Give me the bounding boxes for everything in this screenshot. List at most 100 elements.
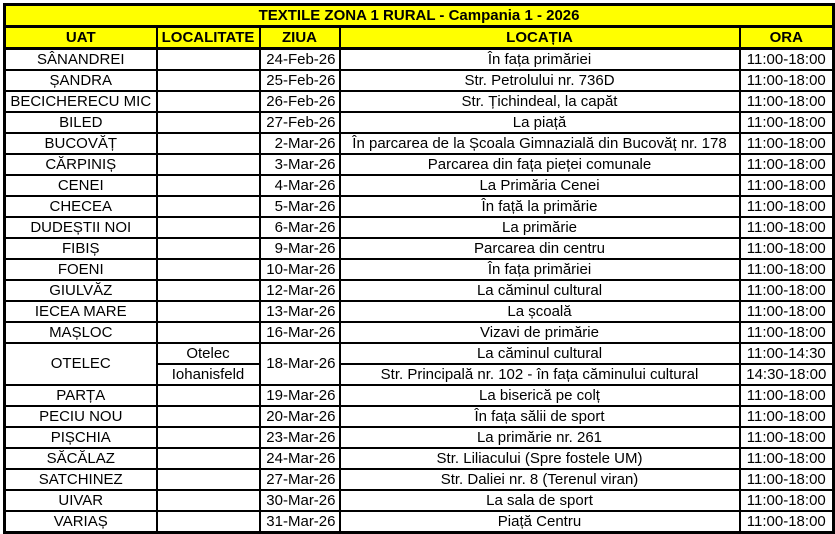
- table-row: SATCHINEZ 27-Mar-26 Str. Daliei nr. 8 (Ter…: [3, 468, 835, 491]
- cell-ziua: 23-Mar-26: [258, 426, 341, 449]
- table-row: DUDEȘTII NOI 6-Mar-26 La primărie 11:00-18:…: [3, 216, 835, 239]
- cell-uat: CHECEA: [3, 195, 158, 218]
- table-row: UIVAR 30-Mar-26 La sala de sport 11:00-18:0…: [3, 489, 835, 512]
- cell-ziua: 19-Mar-26: [258, 384, 341, 407]
- cell-ziua: 13-Mar-26: [258, 300, 341, 323]
- cell-locatia: În parcarea de la Școala Gimnazială din …: [338, 132, 741, 155]
- cell-locatia: Str. Țichindeal, la capăt: [338, 90, 741, 113]
- table-row: BUCOVĂȚ 2-Mar-26 În parcarea de la Școala …: [3, 132, 835, 155]
- cell-locatia: La piață: [338, 111, 741, 134]
- table-row: FIBIȘ 9-Mar-26 Parcarea din centru 11:00-18…: [3, 237, 835, 260]
- cell-localitate: [155, 47, 261, 71]
- cell-uat: SÂNANDREI: [3, 47, 158, 71]
- cell-ora: 11:00-18:00: [738, 279, 835, 302]
- cell-localitate: [155, 153, 261, 176]
- cell-locatia: În față la primărie: [338, 195, 741, 218]
- cell-ora: 11:00-18:00: [738, 132, 835, 155]
- cell-ora: 11:00-18:00: [738, 258, 835, 281]
- page: TEXTILE ZONA 1 RURAL - Campania 1 - 2026…: [3, 3, 835, 534]
- cell-uat: ȘANDRA: [3, 69, 158, 92]
- cell-localitate: [155, 237, 261, 260]
- cell-locatia: La căminul cultural: [338, 342, 741, 365]
- cell-locatia: La sala de sport: [338, 489, 741, 512]
- cell-uat: IECEA MARE: [3, 300, 158, 323]
- table-row: BECICHERECU MIC 26-Feb-26 Str. Țichindeal,…: [3, 90, 835, 113]
- cell-uat: DUDEȘTII NOI: [3, 216, 158, 239]
- cell-localitate: [155, 510, 261, 534]
- cell-localitate: [155, 258, 261, 281]
- cell-uat: BUCOVĂȚ: [3, 132, 158, 155]
- cell-ora: 11:00-18:00: [738, 426, 835, 449]
- cell-locatia: La școală: [338, 300, 741, 323]
- cell-locatia: În fața primăriei: [338, 47, 741, 71]
- cell-localitate: [155, 300, 261, 323]
- cell-ziua: 24-Feb-26: [258, 47, 341, 71]
- table-row: SÂNANDREI 24-Feb-26 În fața primăriei 11:00…: [3, 47, 835, 71]
- cell-locatia: Str. Petrolului nr. 736D: [338, 69, 741, 92]
- cell-uat: MAȘLOC: [3, 321, 158, 344]
- column-header-locatia: LOCAȚIA: [338, 25, 741, 50]
- cell-ziua: 24-Mar-26: [258, 447, 341, 470]
- cell-ziua: 31-Mar-26: [258, 510, 341, 534]
- table-row: FOENI 10-Mar-26 În fața primăriei 11:00-18:…: [3, 258, 835, 281]
- table-row: ȘANDRA 25-Feb-26 Str. Petrolului nr. 736D 1…: [3, 69, 835, 92]
- cell-uat: FIBIȘ: [3, 237, 158, 260]
- cell-localitate: Otelec: [155, 342, 261, 365]
- cell-uat: SĂCĂLAZ: [3, 447, 158, 470]
- cell-ziua: 12-Mar-26: [258, 279, 341, 302]
- cell-ora: 11:00-18:00: [738, 384, 835, 407]
- cell-uat: CĂRPINIȘ: [3, 153, 158, 176]
- cell-localitate: [155, 69, 261, 92]
- table-body: SÂNANDREI 24-Feb-26 În fața primăriei 11:00…: [3, 47, 835, 534]
- cell-ora: 11:00-18:00: [738, 216, 835, 239]
- cell-ziua: 6-Mar-26: [258, 216, 341, 239]
- cell-uat: GIULVĂZ: [3, 279, 158, 302]
- cell-locatia: La Primăria Cenei: [338, 174, 741, 197]
- cell-ora: 11:00-18:00: [738, 405, 835, 428]
- cell-localitate: [155, 111, 261, 134]
- table-row: CHECEA 5-Mar-26 În față la primărie 11:00-1…: [3, 195, 835, 218]
- cell-ora: 14:30-18:00: [738, 363, 835, 386]
- cell-locatia: La biserică pe colț: [338, 384, 741, 407]
- cell-localitate: [155, 489, 261, 512]
- cell-ziua: 3-Mar-26: [258, 153, 341, 176]
- cell-localitate: [155, 174, 261, 197]
- cell-localitate: [155, 132, 261, 155]
- cell-uat: VARIAȘ: [3, 510, 158, 534]
- cell-localitate: [155, 195, 261, 218]
- table-row: CENEI 4-Mar-26 La Primăria Cenei 11:00-18:0…: [3, 174, 835, 197]
- table-row: CĂRPINIȘ 3-Mar-26 Parcarea din fața pieței…: [3, 153, 835, 176]
- cell-uat: PIȘCHIA: [3, 426, 158, 449]
- column-header-ziua: ZIUA: [258, 25, 341, 50]
- cell-ora: 11:00-18:00: [738, 300, 835, 323]
- cell-localitate: [155, 426, 261, 449]
- cell-uat: OTELEC: [3, 342, 158, 386]
- cell-ziua: 10-Mar-26: [258, 258, 341, 281]
- table-row: GIULVĂZ 12-Mar-26 La căminul cultural 11:00…: [3, 279, 835, 302]
- cell-ora: 11:00-14:30: [738, 342, 835, 365]
- column-header-localitate: LOCALITATE: [155, 25, 261, 50]
- cell-ora: 11:00-18:00: [738, 153, 835, 176]
- cell-ziua: 5-Mar-26: [258, 195, 341, 218]
- column-header-uat: UAT: [3, 25, 158, 50]
- cell-localitate: [155, 321, 261, 344]
- cell-ziua: 16-Mar-26: [258, 321, 341, 344]
- table-row: VARIAȘ 31-Mar-26 Piață Centru 11:00-18:00: [3, 510, 835, 534]
- cell-locatia: Str. Principală nr. 102 - în fața căminu…: [338, 363, 741, 386]
- cell-ora: 11:00-18:00: [738, 174, 835, 197]
- cell-uat: BILED: [3, 111, 158, 134]
- cell-locatia: Vizavi de primărie: [338, 321, 741, 344]
- cell-localitate: [155, 405, 261, 428]
- header-row: UAT LOCALITATE ZIUA LOCAȚIA ORA: [3, 25, 835, 50]
- cell-locatia: La căminul cultural: [338, 279, 741, 302]
- cell-locatia: Str. Liliacului (Spre fostele UM): [338, 447, 741, 470]
- cell-ora: 11:00-18:00: [738, 69, 835, 92]
- table-row: BILED 27-Feb-26 La piață 11:00-18:00: [3, 111, 835, 134]
- cell-uat: PARȚA: [3, 384, 158, 407]
- cell-uat: CENEI: [3, 174, 158, 197]
- cell-localitate: [155, 468, 261, 491]
- cell-uat: FOENI: [3, 258, 158, 281]
- cell-ziua: 27-Mar-26: [258, 468, 341, 491]
- table-row: MAȘLOC 16-Mar-26 Vizavi de primărie 11:00-1…: [3, 321, 835, 344]
- schedule-table: TEXTILE ZONA 1 RURAL - Campania 1 - 2026…: [3, 3, 835, 534]
